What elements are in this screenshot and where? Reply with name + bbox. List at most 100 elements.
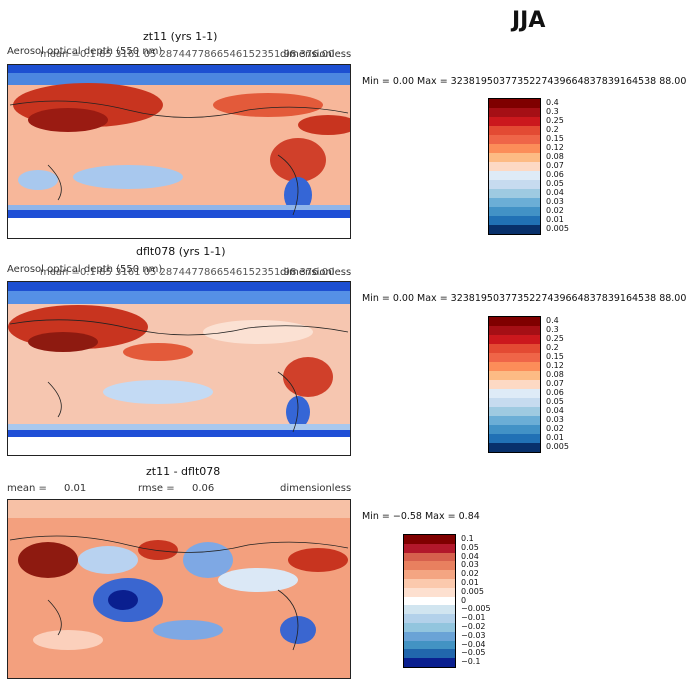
- panel-3-rmse-value: 0.06: [192, 483, 215, 494]
- legend-label: 0.08: [546, 370, 564, 379]
- legend-swatch: [488, 326, 541, 335]
- legend-label: 0.04: [546, 188, 564, 197]
- legend-swatch: [403, 570, 456, 579]
- legend-label: 0.4: [546, 98, 559, 107]
- panel-2-minmax: Min = 0.00 Max = 32381950377352274396648…: [362, 293, 687, 304]
- legend-label: −0.05: [461, 648, 486, 658]
- panel-1-minmax: Min = 0.00 Max = 32381950377352274396648…: [362, 76, 687, 87]
- legend-swatch: [488, 335, 541, 344]
- legend-label: 0.4: [546, 316, 559, 325]
- panel-2-units: dimensionless: [280, 267, 352, 278]
- legend-label: 0.06: [546, 170, 564, 179]
- panel-3-rmse-label: rmse =: [138, 483, 175, 494]
- legend-swatch: [488, 443, 541, 453]
- legend-label: 0.12: [546, 361, 564, 370]
- panel-1-map: [7, 64, 351, 239]
- legend-swatch: [488, 98, 541, 108]
- legend-label: 0.005: [546, 442, 569, 451]
- legend-swatch: [488, 216, 541, 225]
- legend-label: 0.005: [546, 224, 569, 233]
- panel-3-map: [7, 499, 351, 679]
- legend-label: 0.01: [546, 433, 564, 442]
- legend-swatch: [488, 180, 541, 189]
- legend-swatch: [403, 552, 456, 562]
- legend-swatch: [488, 189, 541, 198]
- legend-swatch: [488, 380, 541, 389]
- panel-2-map: [7, 281, 351, 456]
- legend-swatch: [488, 207, 541, 216]
- legend-swatch: [403, 631, 456, 641]
- legend-swatch: [488, 425, 541, 434]
- legend-label: 0.08: [546, 152, 564, 161]
- legend-label: 0.3: [546, 325, 559, 334]
- legend-swatch: [488, 126, 541, 135]
- legend-swatch: [488, 344, 541, 353]
- legend-label: 0.02: [546, 424, 564, 433]
- legend-swatch: [488, 171, 541, 180]
- legend-label: 0.05: [546, 179, 564, 188]
- legend-label: 0: [461, 595, 467, 605]
- legend-swatch: [403, 561, 456, 571]
- panel-2-mean-label: mean =: [40, 267, 80, 278]
- legend-label: −0.01: [461, 613, 486, 623]
- legend-label: 0.01: [546, 215, 564, 224]
- legend-swatch: [488, 135, 541, 144]
- legend-swatch: [488, 198, 541, 207]
- panel-3-mean-value: 0.01: [64, 483, 87, 494]
- legend-label: 0.01: [461, 578, 479, 587]
- legend-label: 0.03: [546, 197, 564, 206]
- legend-swatch: [403, 543, 456, 553]
- legend-swatch: [403, 587, 456, 597]
- legend-swatch: [403, 596, 456, 606]
- legend-label: 0.25: [546, 334, 564, 343]
- panel-3-units: dimensionless: [280, 483, 352, 494]
- legend-swatch: [488, 398, 541, 407]
- legend-swatch: [488, 434, 541, 443]
- panel-2-variable: Aerosol optical depth (550 nm): [7, 264, 163, 275]
- panel-3-title: zt11 - dflt078: [146, 465, 221, 478]
- legend-label: 0.2: [546, 343, 559, 352]
- legend-swatch: [488, 144, 541, 153]
- legend-label: 0.1: [461, 534, 474, 543]
- legend-label: −0.02: [461, 622, 486, 631]
- panel-1-variable: Aerosol optical depth (550 nm): [7, 46, 163, 57]
- legend-swatch: [403, 640, 456, 650]
- panel-1-mean-value: 0.1 85 3161 05 2874477866546152351 98 37…: [80, 49, 335, 60]
- panel-2-title: dflt078 (yrs 1-1): [136, 245, 226, 258]
- panel-1-title: zt11 (yrs 1-1): [143, 30, 218, 43]
- legend-swatch: [488, 162, 541, 171]
- legend-swatch: [488, 108, 541, 117]
- season-title: JJA: [512, 8, 546, 33]
- panel-3-legend: 0.1 0.05 0.04 0.03 0.02 0.01 0.005 0 −0.005 −0.01…: [403, 534, 491, 668]
- legend-swatch: [488, 389, 541, 398]
- legend-swatch: [403, 614, 456, 623]
- legend-swatch: [488, 416, 541, 425]
- legend-swatch: [488, 407, 541, 416]
- legend-swatch: [403, 649, 456, 659]
- legend-swatch: [488, 353, 541, 362]
- legend-label: 0.12: [546, 143, 564, 152]
- legend-label: 0.04: [546, 406, 564, 415]
- legend-label: −0.005: [461, 604, 491, 614]
- panel-2-legend: 0.4 0.3 0.25 0.2 0.15 0.12 0.08 0.07 0.06 0.05 0.0…: [488, 316, 569, 453]
- legend-label: 0.05: [546, 397, 564, 406]
- legend-label: 0.07: [546, 379, 564, 388]
- legend-label: 0.02: [461, 569, 479, 579]
- legend-label: 0.02: [546, 206, 564, 215]
- legend-label: 0.25: [546, 116, 564, 125]
- legend-label: −0.1: [461, 657, 481, 667]
- legend-label: 0.04: [461, 551, 479, 561]
- legend-label: 0.005: [461, 586, 484, 596]
- legend-swatch: [488, 371, 541, 380]
- legend-swatch: [403, 534, 456, 544]
- legend-swatch: [403, 578, 456, 588]
- panel-3-mean-label: mean =: [7, 483, 47, 494]
- legend-swatch: [403, 622, 456, 632]
- panel-1-mean-label: mean =: [40, 49, 80, 60]
- legend-label: 0.15: [546, 134, 564, 143]
- panel-1-legend: 0.4 0.3 0.25 0.2 0.15 0.12 0.08 0.07 0.06 0.05 0.0…: [488, 98, 569, 235]
- legend-swatch: [488, 316, 541, 326]
- panel-2-mean-value: 0.1 85 3161 05 2874477866546152351 98 37…: [80, 267, 335, 278]
- legend-swatch: [488, 362, 541, 371]
- legend-swatch: [488, 153, 541, 162]
